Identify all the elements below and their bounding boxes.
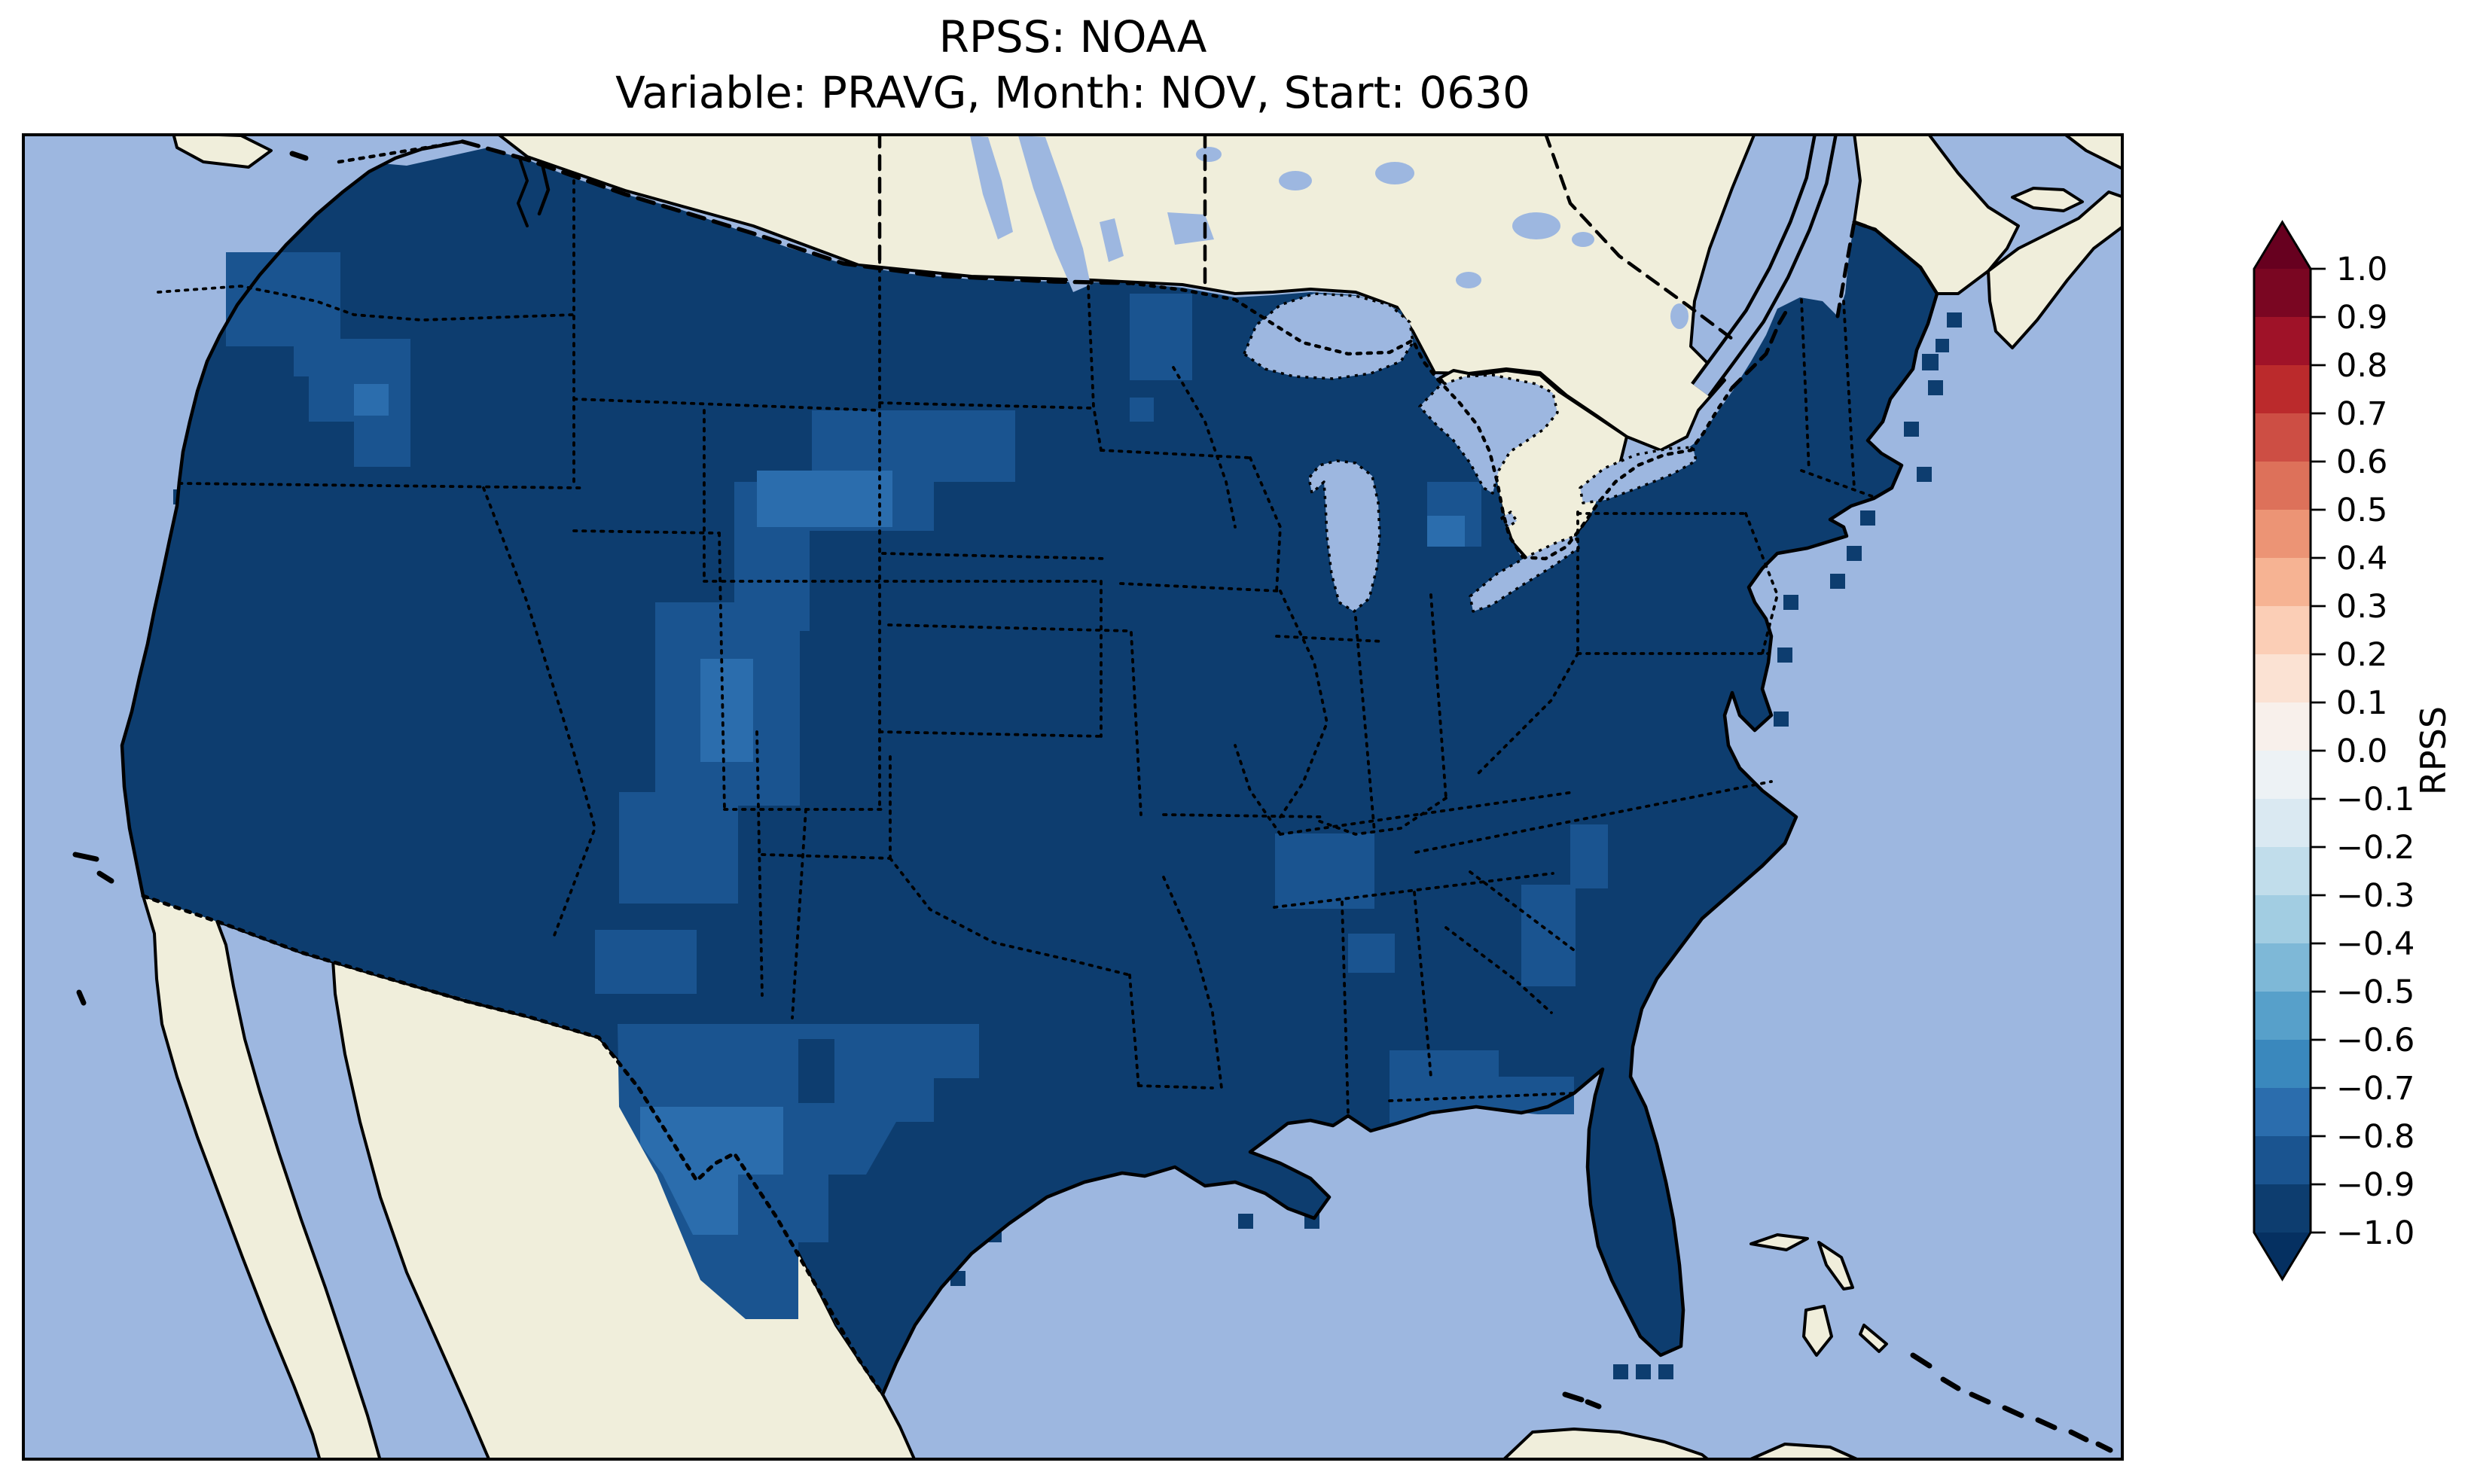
colorbar-band [2254,558,2311,606]
colorbar-extend-arrow-bottom [2254,1233,2311,1279]
colorbar-band [2254,365,2311,413]
colorbar-tick-label: −0.4 [2336,925,2415,963]
colorbar-bands [2254,269,2311,1233]
colorbar-band [2254,1136,2311,1184]
colorbar-band [2254,269,2311,317]
colorbar-band [2254,462,2311,510]
colorbar-band [2254,654,2311,702]
colorbar-tick-label: 0.1 [2336,684,2387,722]
colorbar-tick-label: −0.9 [2336,1166,2415,1204]
colorbar-band [2254,992,2311,1040]
florida-keys-cell [1613,1364,1628,1379]
colorbar-tick-label: 0.0 [2336,733,2387,770]
colorbar-axis-label: RPSS [2413,706,2454,795]
title-line-2: Variable: PRAVG, Month: NOV, Start: 0630 [22,65,2124,120]
florida-keys-cell [1636,1364,1651,1379]
colorbar-tick-label: 0.5 [2336,492,2387,529]
colorbar-band [2254,799,2311,847]
colorbar-tick-label: 0.4 [2336,540,2387,577]
colorbar-band [2254,317,2311,365]
colorbar-tick-label: −0.2 [2336,829,2415,867]
colorbar-band [2254,413,2311,462]
colorbar-band [2254,1184,2311,1233]
colorbar-band [2254,1040,2311,1088]
colorbar-tick-labels: 1.0 0.9 0.8 0.7 0.6 0.5 0.4 0.3 0.2 0.1 0.0 −0.1 −0.… [2336,251,2415,1252]
colorbar-tick-label: −1.0 [2336,1214,2415,1252]
colorbar-tick-label: 0.2 [2336,636,2387,674]
colorbar-extend-arrow-top [2254,222,2311,269]
title-line-1: RPSS: NOAA [22,9,2124,65]
colorbar-band [2254,606,2311,654]
colorbar-tick-label: −0.6 [2336,1022,2415,1059]
colorbar-band [2254,510,2311,558]
colorbar-tick-label: 0.8 [2336,347,2387,385]
colorbar-tick-label: −0.3 [2336,877,2415,915]
colorbar-band [2254,895,2311,943]
colorbar-band [2254,943,2311,992]
colorbar-tick-label: −0.7 [2336,1070,2415,1108]
colorbar-band [2254,847,2311,895]
colorbar-tick-label: 0.6 [2336,443,2387,481]
florida-keys-cell [1658,1364,1673,1379]
colorbar: 1.0 0.9 0.8 0.7 0.6 0.5 0.4 0.3 0.2 0.1 0.0 −0.1 −0.… [2225,192,2474,1314]
colorbar-tick-label: 0.9 [2336,299,2387,337]
colorbar-band [2254,751,2311,799]
colorbar-tick-label: −0.8 [2336,1118,2415,1156]
colorbar-tick-label: 0.3 [2336,588,2387,626]
rpss-map [22,133,2124,1461]
colorbar-tick-label: −0.5 [2336,974,2415,1011]
colorbar-tick-label: −0.1 [2336,781,2415,818]
texas-dark-pocket [798,1039,834,1103]
colorbar-tick-label: 0.7 [2336,395,2387,433]
colorbar-tick-label: 1.0 [2336,251,2387,288]
figure-title: RPSS: NOAA Variable: PRAVG, Month: NOV, … [22,9,2124,120]
colorbar-band [2254,702,2311,751]
colorbar-ticks [2311,269,2326,1233]
colorbar-band [2254,1088,2311,1136]
